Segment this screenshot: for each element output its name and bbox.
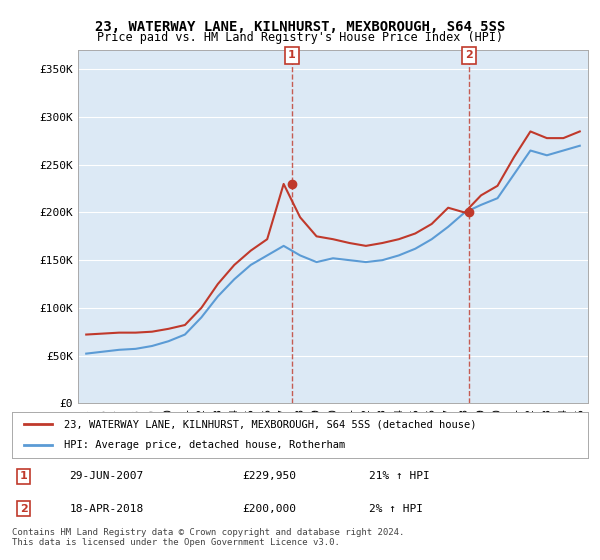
Text: £200,000: £200,000 — [242, 503, 296, 514]
Text: 2% ↑ HPI: 2% ↑ HPI — [369, 503, 423, 514]
Text: 23, WATERWAY LANE, KILNHURST, MEXBOROUGH, S64 5SS (detached house): 23, WATERWAY LANE, KILNHURST, MEXBOROUGH… — [64, 419, 476, 430]
Text: £229,950: £229,950 — [242, 472, 296, 482]
Text: 29-JUN-2007: 29-JUN-2007 — [70, 472, 144, 482]
Text: 18-APR-2018: 18-APR-2018 — [70, 503, 144, 514]
Text: 2: 2 — [20, 503, 28, 514]
Text: HPI: Average price, detached house, Rotherham: HPI: Average price, detached house, Roth… — [64, 440, 345, 450]
Text: 1: 1 — [288, 50, 296, 60]
Text: Price paid vs. HM Land Registry's House Price Index (HPI): Price paid vs. HM Land Registry's House … — [97, 31, 503, 44]
Text: 23, WATERWAY LANE, KILNHURST, MEXBOROUGH, S64 5SS: 23, WATERWAY LANE, KILNHURST, MEXBOROUGH… — [95, 20, 505, 34]
Text: Contains HM Land Registry data © Crown copyright and database right 2024.
This d: Contains HM Land Registry data © Crown c… — [12, 528, 404, 547]
Text: 2: 2 — [465, 50, 473, 60]
Text: 1: 1 — [20, 472, 28, 482]
Text: 21% ↑ HPI: 21% ↑ HPI — [369, 472, 430, 482]
